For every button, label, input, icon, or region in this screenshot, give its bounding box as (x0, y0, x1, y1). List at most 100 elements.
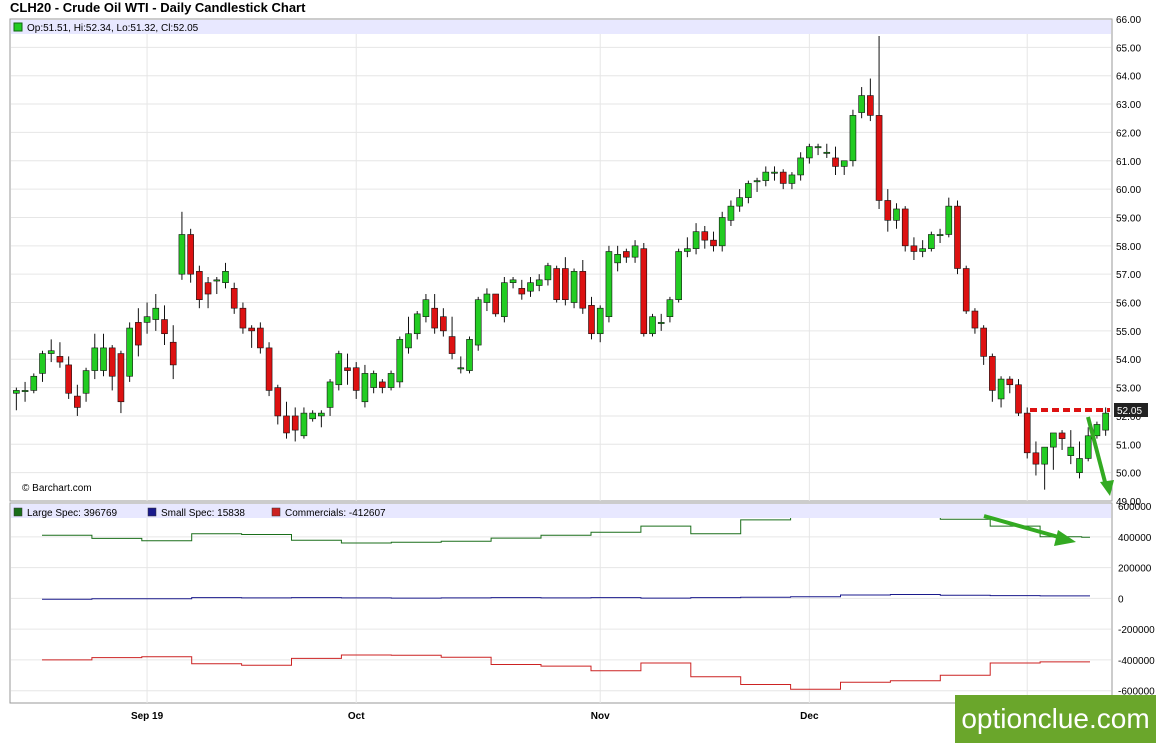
candle-up (21, 390, 29, 392)
candle-up (527, 282, 534, 292)
candle-up (361, 373, 369, 403)
candle-up (335, 353, 343, 386)
candle-up (222, 271, 229, 283)
candle-down (108, 347, 116, 377)
candle-down (1032, 452, 1040, 465)
candle-down (875, 115, 883, 201)
candle-up (631, 245, 639, 258)
x-tick-label: Sep 19 (131, 711, 164, 722)
candle-up (1076, 458, 1083, 473)
candles (13, 36, 1109, 490)
candle-up (945, 205, 953, 235)
cot-y-tick-label: 200000 (1118, 564, 1152, 575)
candle-up (997, 378, 1005, 400)
price-y-tick-label: 61.00 (1116, 157, 1141, 168)
price-y-tick-label: 55.00 (1116, 327, 1141, 338)
down-arrow-cot (983, 514, 1063, 540)
candle-down (448, 336, 456, 354)
candle-up (666, 299, 674, 318)
candle-up (100, 347, 107, 371)
candle-up (326, 381, 334, 408)
price-y-tick-label: 63.00 (1116, 100, 1141, 111)
price-grid (11, 46, 1111, 474)
price-y-axis: 66.00 65.00 64.00 63.00 62.00 61.00 60.00 59.00… (1116, 15, 1141, 508)
price-y-tick-label: 64.00 (1116, 72, 1141, 83)
candle-up (422, 299, 430, 318)
candle-down (954, 205, 961, 269)
down-arrow-price (1086, 416, 1107, 483)
candle-up (47, 350, 55, 354)
candle-up (318, 412, 325, 417)
candle-up (413, 313, 421, 335)
price-panel (9, 18, 1113, 502)
candle-down (379, 381, 386, 388)
price-y-tick-label: 58.00 (1116, 242, 1141, 253)
candle-up (126, 327, 133, 377)
candle-down (640, 248, 648, 335)
candle-down (283, 415, 290, 434)
candle-down (1006, 378, 1014, 386)
price-y-tick-label: 52.00 (1116, 412, 1141, 423)
cot-y-tick-label: -200000 (1118, 625, 1155, 636)
candle-up (39, 353, 46, 374)
candle-down (1015, 384, 1022, 414)
cot-y-tick-label: 0 (1118, 594, 1124, 605)
candle-down (248, 327, 255, 332)
cot-legend-label: Commercials: -412607 (285, 508, 386, 519)
candle-down (1058, 432, 1066, 439)
candle-up (596, 307, 604, 335)
candle-down (74, 395, 81, 408)
down-arrow-head-cot (1054, 530, 1076, 546)
candle-up (309, 412, 316, 420)
candle-up (1050, 432, 1057, 448)
ohlc-label: Op:51.51, Hi:52.34, Lo:51.32, Cl:52.05 (27, 23, 199, 34)
candle-up (745, 183, 752, 198)
price-y-tick-label: 51.00 (1116, 440, 1141, 451)
price-y-tick-label: 54.00 (1116, 355, 1141, 366)
cot-legend-swatch (147, 507, 157, 517)
cot-legend-swatch (271, 507, 281, 517)
candle-up (82, 370, 90, 394)
candle-up (387, 373, 395, 388)
candle-up (727, 205, 735, 221)
candle-up (797, 157, 804, 176)
candle-down (440, 316, 447, 332)
candle-up (858, 95, 865, 113)
candle-up (152, 307, 160, 320)
price-y-tick-label: 56.00 (1116, 299, 1141, 310)
candle-down (161, 319, 168, 335)
candle-down (274, 387, 282, 417)
candle-up (1084, 435, 1092, 459)
candle-up (919, 248, 926, 252)
candle-up (657, 322, 665, 324)
candle-up (501, 282, 508, 318)
cot-y-tick-label: -400000 (1118, 656, 1155, 667)
candle-up (736, 197, 743, 207)
candle-up (30, 375, 38, 391)
candle-up (178, 234, 186, 275)
candle-up (814, 146, 822, 149)
candle-down (65, 364, 72, 394)
candle-up (213, 279, 221, 282)
candle-up (823, 151, 831, 154)
candle-down (1023, 412, 1031, 454)
cot-y-axis: 600000 400000 200000 0 -200000 -400000 -600000 (1118, 502, 1155, 698)
candle-up (483, 293, 491, 303)
candle-down (579, 271, 587, 309)
cot-legend-swatch (13, 507, 23, 517)
candle-up (849, 115, 857, 162)
candle-up (614, 254, 621, 264)
candle-down (265, 347, 273, 391)
candle-up (936, 234, 944, 236)
candle-up (370, 373, 377, 388)
candle-up (1067, 446, 1075, 456)
candle-up (788, 174, 796, 184)
candle-up (1102, 412, 1109, 431)
candle-down (962, 268, 970, 312)
candle-up (474, 299, 482, 346)
cot-y-tick-label: 400000 (1118, 533, 1152, 544)
price-y-tick-label: 66.00 (1116, 15, 1141, 26)
candle-up (405, 333, 412, 349)
candle-up (1041, 446, 1048, 465)
